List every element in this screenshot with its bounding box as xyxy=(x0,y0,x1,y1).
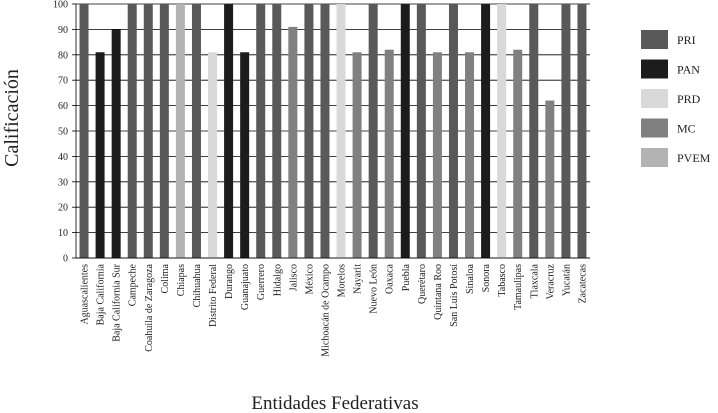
x-tick-label: Chihuahua xyxy=(192,263,203,307)
bar xyxy=(224,4,234,258)
y-tick-label: 60 xyxy=(58,101,68,112)
bar xyxy=(159,4,169,258)
x-tick-label: Baja California Sur xyxy=(112,263,123,341)
x-tick-label: San Luis Potosí xyxy=(449,264,460,327)
legend-label: PVEM xyxy=(677,151,711,165)
bar xyxy=(111,29,121,259)
y-axis: 0 10 20 30 40 50 60 70 80 90 100 xyxy=(53,0,77,265)
bar xyxy=(368,4,378,258)
bar xyxy=(384,49,394,258)
x-tick-label: Hidalgo xyxy=(272,264,283,296)
bar xyxy=(208,52,218,259)
legend-swatch xyxy=(641,148,668,167)
legend: PRI PAN PRD MC PVEM xyxy=(641,30,711,167)
y-tick-label: 90 xyxy=(58,25,68,36)
y-tick-label: 50 xyxy=(58,127,68,138)
bar xyxy=(79,4,89,258)
x-tick-label: Distrito Federal xyxy=(208,264,219,327)
gridlines xyxy=(76,3,590,259)
legend-label: PRI xyxy=(677,33,696,47)
x-tick-label: Oaxaca xyxy=(385,263,396,294)
y-tick-label: 80 xyxy=(58,50,68,61)
legend-swatch xyxy=(641,89,668,108)
bar xyxy=(320,4,330,258)
bar xyxy=(95,52,105,259)
y-tick-label: 100 xyxy=(53,0,68,11)
x-tick-label: Chiapas xyxy=(176,264,187,296)
legend-swatch xyxy=(641,59,668,79)
bar xyxy=(465,52,475,259)
x-tick-label: Tamaulipas xyxy=(513,264,524,310)
bar xyxy=(352,52,362,259)
bars xyxy=(79,4,587,259)
bar xyxy=(304,4,314,258)
y-tick-label: 0 xyxy=(63,254,68,265)
legend-label: PRD xyxy=(677,92,701,106)
x-tick-label: Querétaro xyxy=(417,264,428,304)
legend-label: PAN xyxy=(677,63,700,77)
bar xyxy=(416,4,426,258)
legend-swatch xyxy=(641,30,668,49)
x-tick-label: Baja California xyxy=(96,263,107,325)
x-tick-label: Nayarit xyxy=(353,264,364,294)
x-tick-label: Morelos xyxy=(337,264,348,297)
x-tick-label: Durango xyxy=(224,264,235,299)
x-tick-label: Yucatán xyxy=(561,264,572,296)
bar xyxy=(256,4,266,258)
y-tick-label: 30 xyxy=(58,177,68,188)
y-tick-label: 20 xyxy=(58,203,68,214)
x-tick-label: Guanajuato xyxy=(240,264,251,310)
bar xyxy=(400,4,410,258)
bar xyxy=(513,49,523,258)
x-tick-label: Sinaloa xyxy=(465,263,476,294)
bar xyxy=(288,26,298,258)
x-tick-label: Tlaxcala xyxy=(529,263,540,298)
x-tick-label: México xyxy=(304,264,315,295)
x-tick-label: Quintana Roo xyxy=(433,264,444,320)
bar xyxy=(175,4,185,258)
y-tick-label: 70 xyxy=(58,76,68,87)
legend-label: MC xyxy=(677,122,696,136)
bar xyxy=(127,4,137,258)
x-tick-label: Michoacán de Ocampo xyxy=(320,264,331,357)
x-tick-label: Puebla xyxy=(401,263,412,291)
x-tick-label: Sonora xyxy=(481,263,492,292)
bar xyxy=(529,4,539,258)
legend-swatch xyxy=(641,118,668,138)
bar xyxy=(272,4,282,258)
x-tick-label: Veracruz xyxy=(545,263,556,299)
x-tick-label: Coahuila de Zaragoza xyxy=(144,263,155,351)
bar xyxy=(143,4,153,258)
x-tick-label: Aguascalientes xyxy=(80,264,91,325)
bar xyxy=(481,4,491,258)
bar xyxy=(448,4,458,258)
x-axis-title: Entidades Federativas xyxy=(251,393,418,413)
bar xyxy=(432,52,442,259)
x-tick-label: Campeche xyxy=(128,263,139,306)
x-tick-label: Colima xyxy=(160,263,171,293)
y-tick-label: 40 xyxy=(58,152,68,163)
x-tick-label: Guerrero xyxy=(256,264,267,300)
bar xyxy=(561,4,571,258)
x-axis: Aguascalientes Baja California Baja Califo… xyxy=(76,257,590,357)
bar xyxy=(336,4,346,258)
y-axis-title: Calificación xyxy=(1,69,23,167)
y-tick-label: 10 xyxy=(58,228,68,239)
bar xyxy=(240,52,250,259)
x-tick-label: Zacatecas xyxy=(577,264,588,304)
x-tick-label: Nuevo León xyxy=(369,264,380,314)
bar xyxy=(545,100,555,259)
x-tick-label: Jalisco xyxy=(288,264,299,291)
bar xyxy=(497,4,507,258)
bar xyxy=(191,4,201,258)
bar xyxy=(577,4,587,258)
x-tick-label: Tabasco xyxy=(497,264,508,297)
